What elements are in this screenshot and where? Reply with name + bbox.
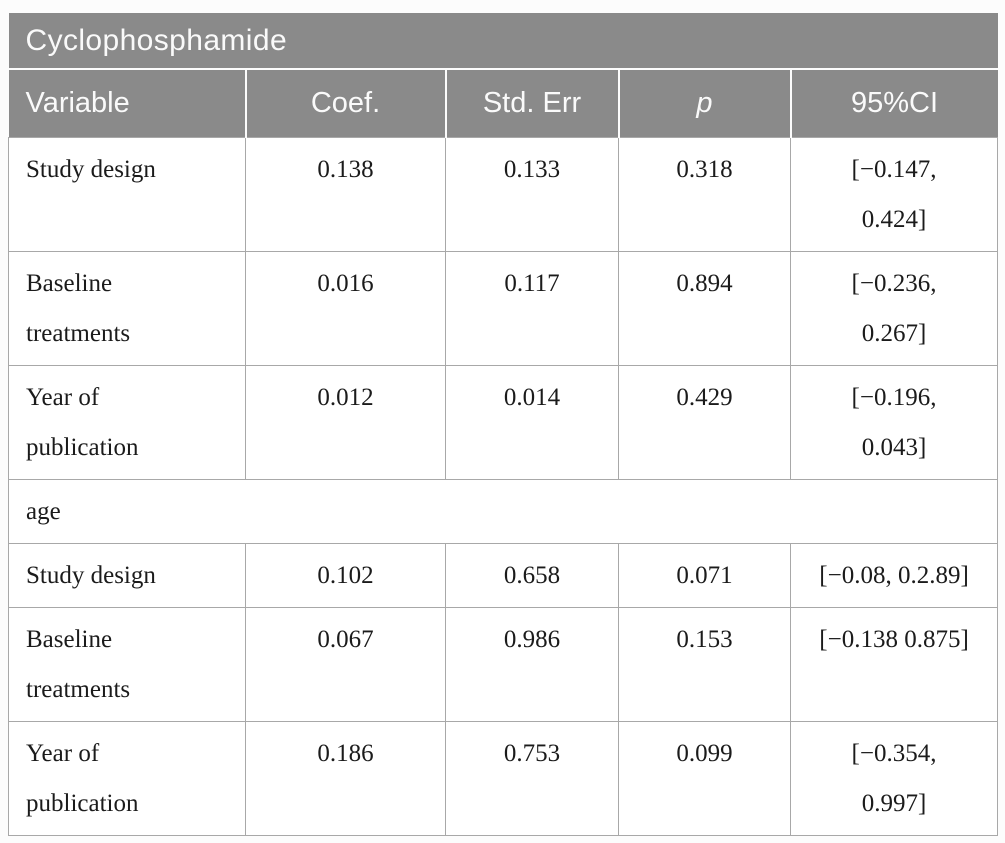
- cell-std-err: 0.753: [445, 720, 619, 836]
- cell-95ci: [−0.236, 0.267]: [789, 250, 999, 366]
- meta-regression-table: Cyclophosphamide Variable Coef. Std. Err…: [7, 13, 999, 836]
- cell-variable: Baseline treatments: [8, 250, 246, 366]
- cell-p: 0.429: [618, 364, 791, 480]
- cell-95ci: [−0.138 0.875]: [789, 606, 999, 722]
- column-header-std-err: Std. Err: [444, 69, 619, 137]
- table-row: Baseline treatments 0.016 0.117 0.894 [−…: [8, 250, 999, 366]
- cell-std-err: 0.117: [445, 250, 619, 366]
- cell-coef: 0.102: [245, 542, 446, 608]
- cell-std-err: 0.986: [445, 606, 619, 722]
- cell-std-err: 0.014: [445, 364, 619, 480]
- table-row: Baseline treatments 0.067 0.986 0.153 [−…: [8, 606, 999, 722]
- cell-variable: Study design: [8, 136, 246, 252]
- cell-p: 0.153: [618, 606, 791, 722]
- cell-95ci: [−0.147, 0.424]: [789, 136, 999, 252]
- cell-variable: Baseline treatments: [8, 606, 246, 722]
- cell-95ci: [−0.08, 0.2.89]: [789, 542, 999, 608]
- section-row-age: age: [7, 478, 999, 544]
- column-header-p: p: [617, 69, 791, 137]
- cell-p: 0.099: [618, 720, 791, 836]
- cell-95ci: [−0.196, 0.043]: [789, 364, 999, 480]
- section-label-age: age: [7, 478, 999, 544]
- cell-std-err: 0.658: [445, 542, 619, 608]
- cell-coef: 0.012: [245, 364, 446, 480]
- table-row: Study design 0.138 0.133 0.318 [−0.147, …: [8, 136, 999, 252]
- column-header-95ci: 95%CI: [789, 69, 998, 137]
- cell-variable: Year of publication: [8, 720, 246, 836]
- table-title: Cyclophosphamide: [8, 13, 998, 70]
- column-header-row: Variable Coef. Std. Err p 95%CI: [8, 69, 998, 137]
- cell-variable: Study design: [8, 542, 246, 608]
- cell-std-err: 0.133: [445, 136, 619, 252]
- cell-coef: 0.186: [245, 720, 446, 836]
- table-row: Year of publication 0.186 0.753 0.099 [−…: [8, 720, 999, 836]
- cell-p: 0.318: [618, 136, 791, 252]
- cell-95ci: [−0.354, 0.997]: [789, 720, 999, 836]
- column-header-coef: Coef.: [244, 69, 446, 137]
- cell-coef: 0.016: [245, 250, 446, 366]
- cell-coef: 0.067: [245, 606, 446, 722]
- cell-p: 0.894: [618, 250, 791, 366]
- cell-p: 0.071: [618, 542, 791, 608]
- title-row: Cyclophosphamide: [8, 13, 998, 70]
- column-header-variable: Variable: [8, 69, 246, 137]
- table-row: Year of publication 0.012 0.014 0.429 [−…: [8, 364, 999, 480]
- cell-variable: Year of publication: [8, 364, 246, 480]
- table-row: Study design 0.102 0.658 0.071 [−0.08, 0…: [8, 542, 999, 608]
- cell-coef: 0.138: [245, 136, 446, 252]
